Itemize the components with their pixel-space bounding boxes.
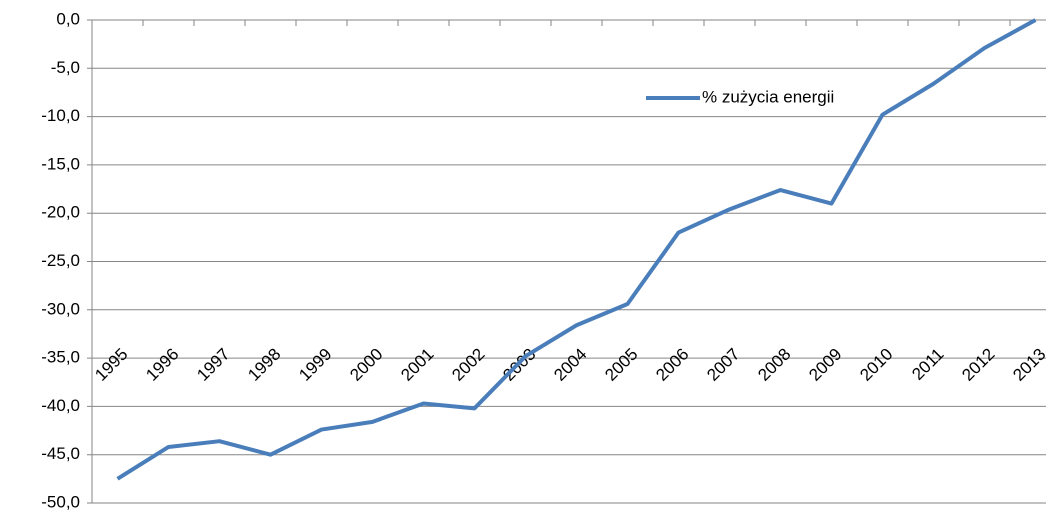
y-tick-label: -45,0 [41, 444, 80, 463]
x-tick-label: 2007 [703, 345, 743, 385]
y-tick-label: -35,0 [41, 348, 80, 367]
y-tick-label: -40,0 [41, 396, 80, 415]
x-tick-label: 2013 [1009, 345, 1049, 385]
x-tick-label: 2004 [550, 345, 590, 385]
x-tick-label: 2010 [856, 345, 896, 385]
y-tick-label: -50,0 [41, 492, 80, 511]
data-line [116, 18, 1037, 481]
x-tick-label: 2006 [652, 345, 692, 385]
y-tick-label: 0,0 [56, 9, 80, 28]
x-tick-label: 2008 [754, 345, 794, 385]
x-tick-label: 2001 [397, 345, 437, 385]
x-tick-label: 1998 [244, 345, 284, 385]
x-tick-label: 2009 [805, 345, 845, 385]
y-tick-label: -10,0 [41, 106, 80, 125]
y-tick-label: -25,0 [41, 251, 80, 270]
x-tick-label: 1995 [91, 345, 131, 385]
x-tick-label: 1999 [295, 345, 335, 385]
y-tick-label: -15,0 [41, 154, 80, 173]
x-tick-label: 2012 [958, 345, 998, 385]
x-tick-label: 2002 [448, 345, 488, 385]
x-tick-label: 1996 [142, 345, 182, 385]
y-tick-label: -30,0 [41, 299, 80, 318]
legend-label: % zużycia energii [702, 87, 834, 106]
x-tick-label: 2000 [346, 345, 386, 385]
x-tick-label: 2011 [908, 345, 947, 384]
y-tick-label: -5,0 [51, 58, 80, 77]
x-tick-label: 2005 [601, 345, 641, 385]
y-tick-label: -20,0 [41, 203, 80, 222]
x-tick-label: 1997 [193, 345, 233, 385]
